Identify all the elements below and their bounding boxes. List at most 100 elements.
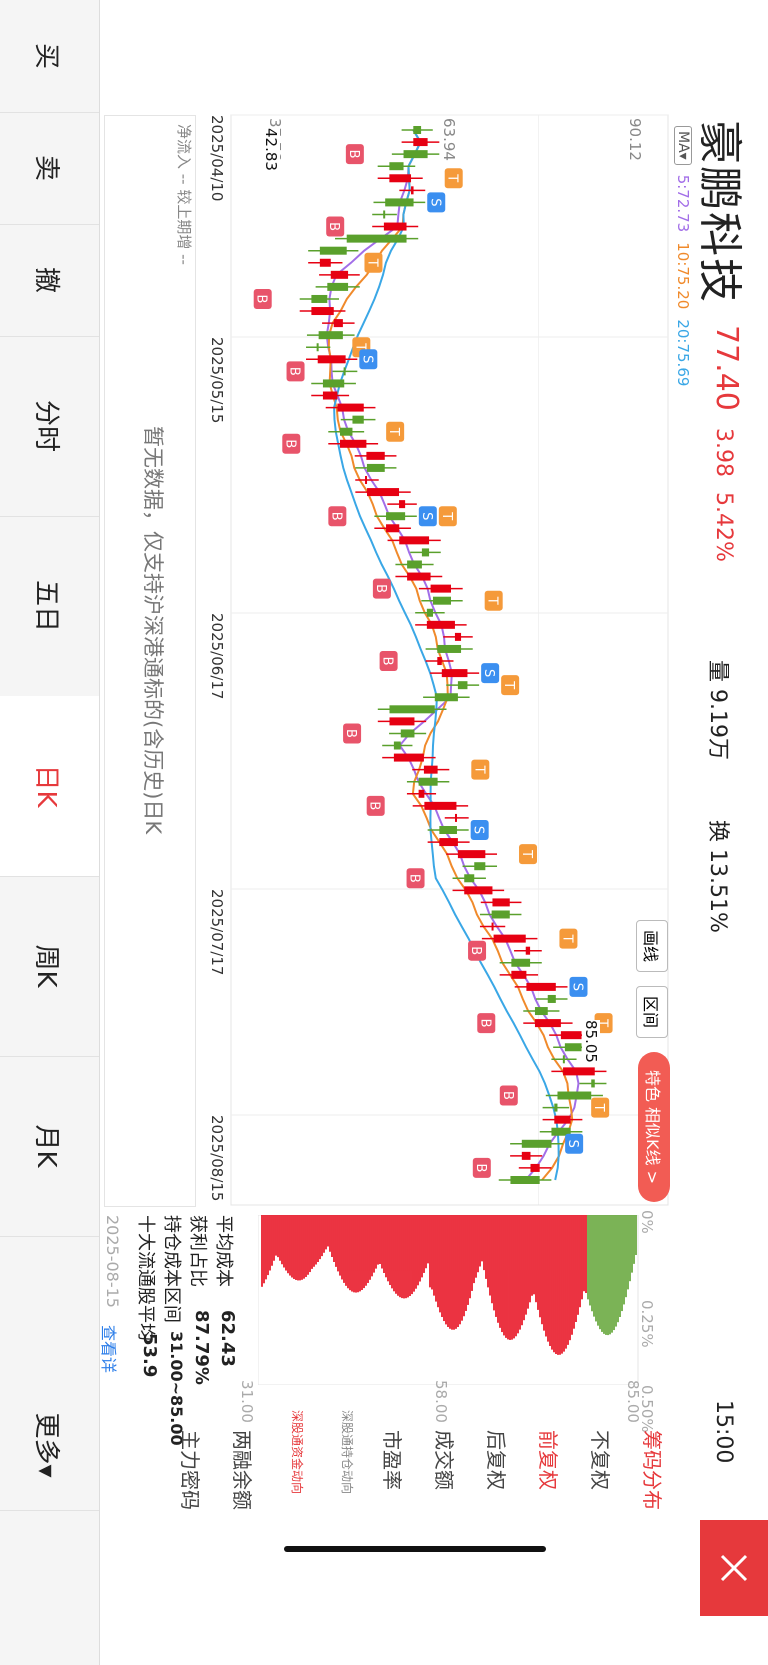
candle[interactable] [413, 138, 428, 147]
candle[interactable] [557, 1091, 592, 1100]
candle[interactable] [554, 1103, 558, 1112]
tab-post-adjust[interactable]: 后复权 [484, 1430, 508, 1490]
buy-marker[interactable]: B [468, 940, 487, 961]
t-marker[interactable]: T [444, 168, 463, 189]
buy-marker[interactable]: B [379, 651, 398, 672]
candle[interactable] [366, 451, 385, 460]
candle[interactable] [525, 946, 531, 955]
t-marker[interactable]: T [559, 928, 578, 949]
candle[interactable] [454, 813, 457, 822]
t-marker[interactable]: T [519, 844, 538, 865]
candle[interactable] [426, 608, 433, 617]
sell-marker[interactable]: S [569, 976, 588, 997]
buy-marker[interactable]: B [499, 1085, 518, 1106]
candle[interactable] [317, 355, 346, 364]
candle[interactable] [400, 729, 415, 738]
candle[interactable] [389, 162, 404, 171]
candle[interactable] [526, 982, 556, 991]
candle[interactable] [464, 886, 493, 895]
sell-marker[interactable]: S [481, 663, 500, 684]
t-marker[interactable]: T [438, 506, 457, 527]
tab-intraday[interactable]: 分时 [0, 336, 99, 517]
candle[interactable] [383, 210, 386, 219]
candle[interactable] [403, 150, 428, 159]
candle[interactable] [563, 1067, 595, 1076]
sell-marker[interactable]: S [427, 192, 446, 213]
candle[interactable] [457, 681, 468, 690]
candle[interactable] [367, 488, 400, 497]
candle[interactable] [492, 898, 510, 907]
buy-marker[interactable]: B [286, 361, 305, 382]
candle[interactable] [327, 282, 349, 291]
candle[interactable] [319, 246, 347, 255]
tab-amount[interactable]: 成交额 [432, 1430, 456, 1490]
tab-pe[interactable]: 市盈率 [380, 1430, 404, 1490]
candle[interactable] [319, 258, 331, 267]
candle[interactable] [530, 1163, 540, 1172]
sell-button[interactable]: 卖 [0, 112, 99, 225]
tab-chip-distribution[interactable]: 筹码分布 [640, 1430, 664, 1510]
candle[interactable] [493, 934, 526, 943]
candle[interactable] [521, 1139, 552, 1148]
cancel-button[interactable]: 撤 [0, 224, 99, 337]
tab-daily-k[interactable]: 日K [0, 696, 99, 877]
candle[interactable] [430, 584, 451, 593]
candle[interactable] [337, 403, 364, 412]
candle[interactable] [437, 657, 442, 666]
candle[interactable] [457, 850, 486, 859]
tab-main-force[interactable]: 主力密码 [178, 1430, 202, 1510]
candle[interactable] [311, 307, 334, 316]
candle[interactable] [311, 294, 328, 303]
candle[interactable] [389, 174, 412, 183]
candle[interactable] [330, 270, 349, 279]
tab-margin[interactable]: 两融余额 [230, 1430, 254, 1510]
buy-marker[interactable]: B [282, 433, 301, 454]
buy-marker[interactable]: B [406, 868, 425, 889]
tab-hk-flow[interactable]: 深股通资金动向 [290, 1410, 304, 1495]
tab-no-adjust[interactable]: 不复权 [588, 1430, 612, 1490]
candle[interactable] [333, 319, 343, 328]
t-marker[interactable]: T [386, 421, 405, 442]
tab-hk-hold[interactable]: 深股通持仓动向 [340, 1410, 354, 1495]
candle[interactable] [534, 1019, 561, 1028]
candle[interactable] [322, 391, 338, 400]
candle[interactable] [339, 427, 353, 436]
candle[interactable] [432, 596, 451, 605]
candle[interactable] [352, 415, 364, 424]
t-marker[interactable]: T [591, 1097, 610, 1118]
candle[interactable] [423, 765, 438, 774]
sell-marker[interactable]: S [565, 1133, 584, 1154]
candle[interactable] [389, 717, 415, 726]
buy-marker[interactable]: B [343, 723, 362, 744]
buy-marker[interactable]: B [254, 288, 272, 309]
candle[interactable] [554, 1115, 571, 1124]
candle[interactable] [511, 970, 527, 979]
t-marker[interactable]: T [501, 675, 520, 696]
candle[interactable] [551, 1127, 571, 1136]
sell-marker[interactable]: S [418, 506, 437, 527]
candle[interactable] [434, 693, 458, 702]
candle[interactable] [418, 789, 425, 798]
candle[interactable] [521, 1151, 531, 1160]
candle[interactable] [393, 753, 424, 762]
buy-marker[interactable]: B [328, 506, 347, 527]
candle[interactable] [424, 801, 457, 810]
candle[interactable] [491, 910, 510, 919]
candle[interactable] [591, 1079, 595, 1088]
candle[interactable] [437, 644, 462, 653]
candle[interactable] [339, 439, 367, 448]
similar-kline-button[interactable]: 特色 相似K线 > [638, 1052, 670, 1202]
candle[interactable] [399, 536, 430, 545]
candle[interactable] [510, 1176, 540, 1184]
tab-five-day[interactable]: 五日 [0, 516, 99, 697]
candle[interactable] [439, 838, 458, 847]
t-marker[interactable]: T [364, 252, 383, 273]
more-button[interactable]: 更多▾ [0, 1380, 99, 1511]
candle[interactable] [393, 741, 401, 750]
close-button[interactable] [700, 1520, 768, 1616]
t-marker[interactable]: T [471, 759, 490, 780]
candle[interactable] [426, 620, 455, 629]
candle[interactable] [418, 777, 438, 786]
candle[interactable] [474, 862, 486, 871]
